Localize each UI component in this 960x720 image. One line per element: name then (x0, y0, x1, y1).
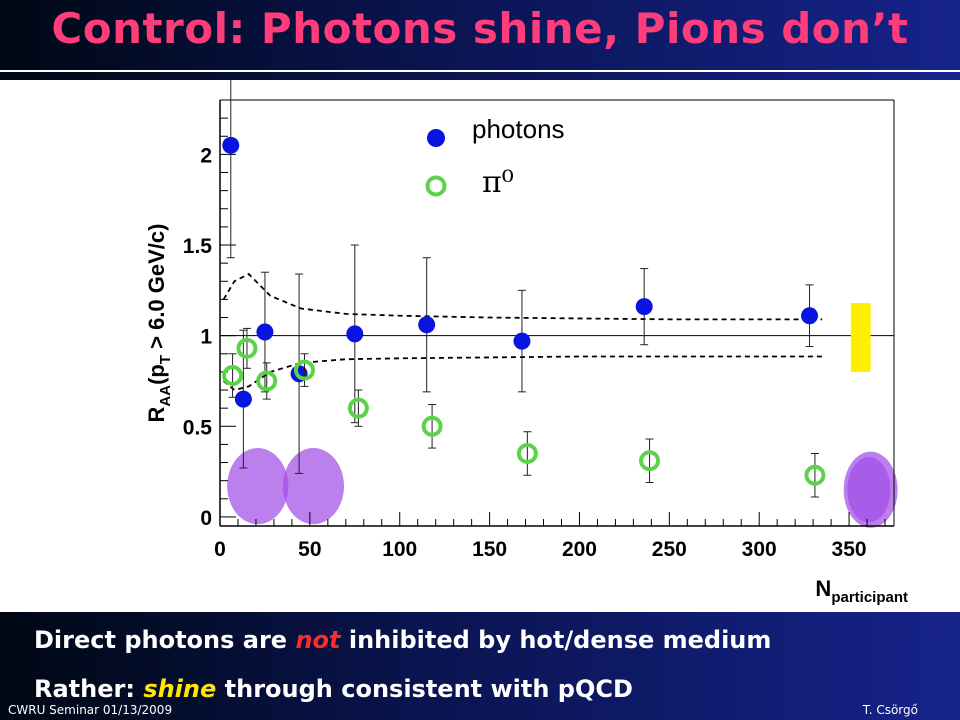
caption-line-2: Rather: shine through consistent with pQ… (34, 675, 633, 703)
legend: photons π⁰ (425, 114, 565, 200)
pi0-point (347, 397, 369, 419)
band-lower (223, 355, 823, 392)
band-upper (222, 272, 823, 321)
legend-photons-marker (427, 129, 445, 147)
y-tick-label: 1 (200, 326, 212, 349)
photon-point (635, 298, 653, 316)
caption-2-highlight: shine (143, 675, 217, 703)
x-axis-label: Nparticipant (815, 576, 908, 606)
caption-2-after: through consistent with pQCD (224, 675, 633, 703)
photon-point (234, 390, 252, 408)
photon-point (256, 323, 274, 341)
x-tick-label: 50 (298, 538, 321, 561)
pi0-point (421, 415, 443, 437)
x-tick-label: 100 (382, 538, 417, 561)
caption-1-highlight: not (295, 626, 341, 654)
legend-photons-label: photons (472, 114, 565, 144)
pi0-point (516, 442, 538, 464)
y-axis-label: RAA(pT > 6.0 GeV/c) (144, 224, 174, 423)
pi0-point (804, 464, 826, 486)
caption-1-before: Direct photons are (34, 626, 288, 654)
pi0-point (236, 337, 258, 359)
pi0-point (293, 359, 315, 381)
photon-point (346, 325, 364, 343)
photon-point (801, 307, 819, 325)
title-divider (0, 70, 960, 72)
y-tick-label: 1.5 (183, 235, 213, 258)
photon-point (418, 316, 436, 334)
highlight-blob-0 (227, 448, 289, 525)
caption-1-after: inhibited by hot/dense medium (348, 626, 772, 654)
plot-panel: 0 50 100 150 200 250 300 350 0 0.5 1 1.5 2 Nparticipa… (116, 80, 960, 612)
pi0-point (256, 370, 278, 392)
y-tick-label: 0.5 (183, 416, 213, 439)
plot-margin (0, 80, 116, 612)
x-tick-label: 250 (652, 538, 687, 561)
pi0-point (639, 450, 661, 472)
footer-author: T. Csörgő (862, 703, 918, 717)
photon-point (513, 332, 531, 350)
legend-pi0-marker (425, 175, 447, 197)
systematic-box (850, 303, 871, 372)
x-tick-label: 300 (742, 538, 777, 561)
x-tick-label: 350 (832, 538, 867, 561)
caption-line-1: Direct photons are not inhibited by hot/… (34, 626, 771, 654)
y-tick-label: 0 (200, 507, 212, 530)
caption-2-before: Rather: (34, 675, 135, 703)
series-pi0 (222, 327, 826, 498)
raa-chart: 0 50 100 150 200 250 300 350 0 0.5 1 1.5 2 Nparticipa… (144, 80, 908, 606)
y-tick-label: 2 (200, 144, 212, 167)
slide-title: Control: Photons shine, Pions don’t (51, 4, 909, 53)
highlight-blob-3 (847, 457, 891, 523)
x-tick-label: 0 (214, 538, 226, 561)
x-tick-label: 200 (562, 538, 597, 561)
pi0-point (222, 365, 244, 387)
legend-pi0-label: π⁰ (482, 165, 514, 200)
x-tick-label: 150 (472, 538, 507, 561)
highlight-blob-1 (282, 448, 345, 525)
footer-seminar: CWRU Seminar 01/13/2009 (8, 703, 173, 717)
photon-point (222, 136, 240, 154)
